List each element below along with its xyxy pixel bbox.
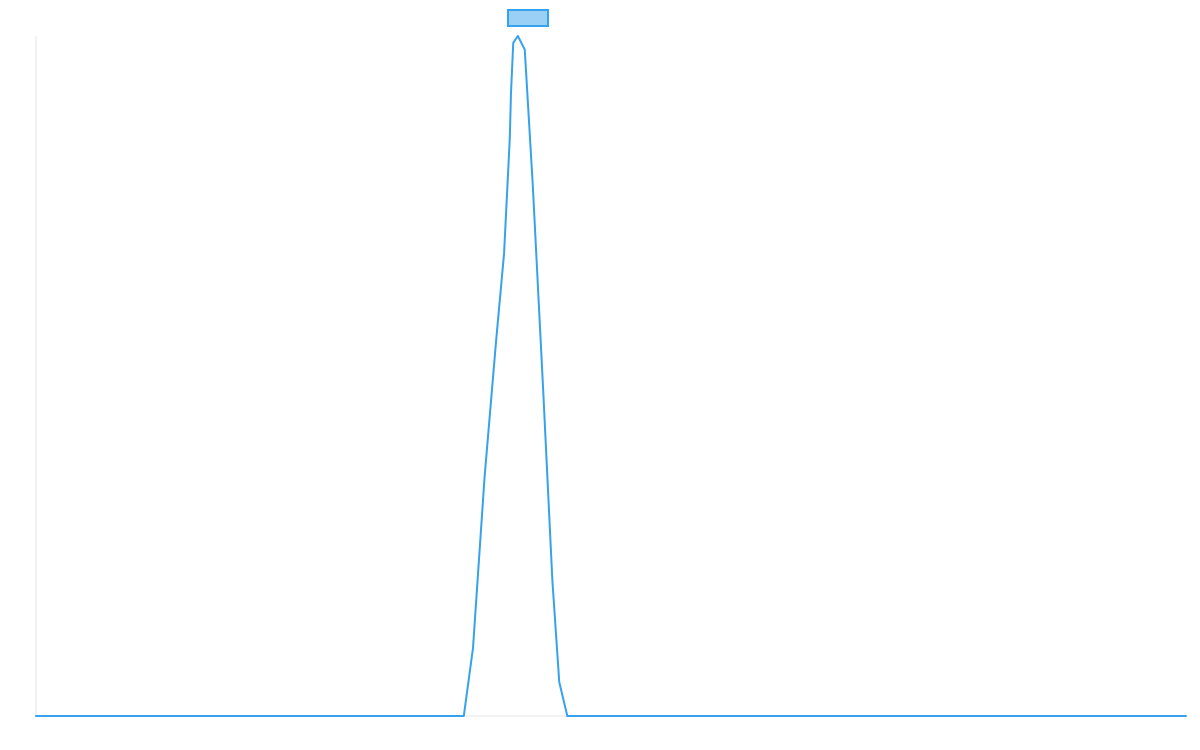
series-line-0	[35, 35, 1187, 717]
legend[interactable]	[507, 9, 549, 27]
series-layer	[35, 35, 1187, 717]
axes	[35, 36, 1186, 717]
legend-swatch-0[interactable]	[507, 9, 549, 27]
